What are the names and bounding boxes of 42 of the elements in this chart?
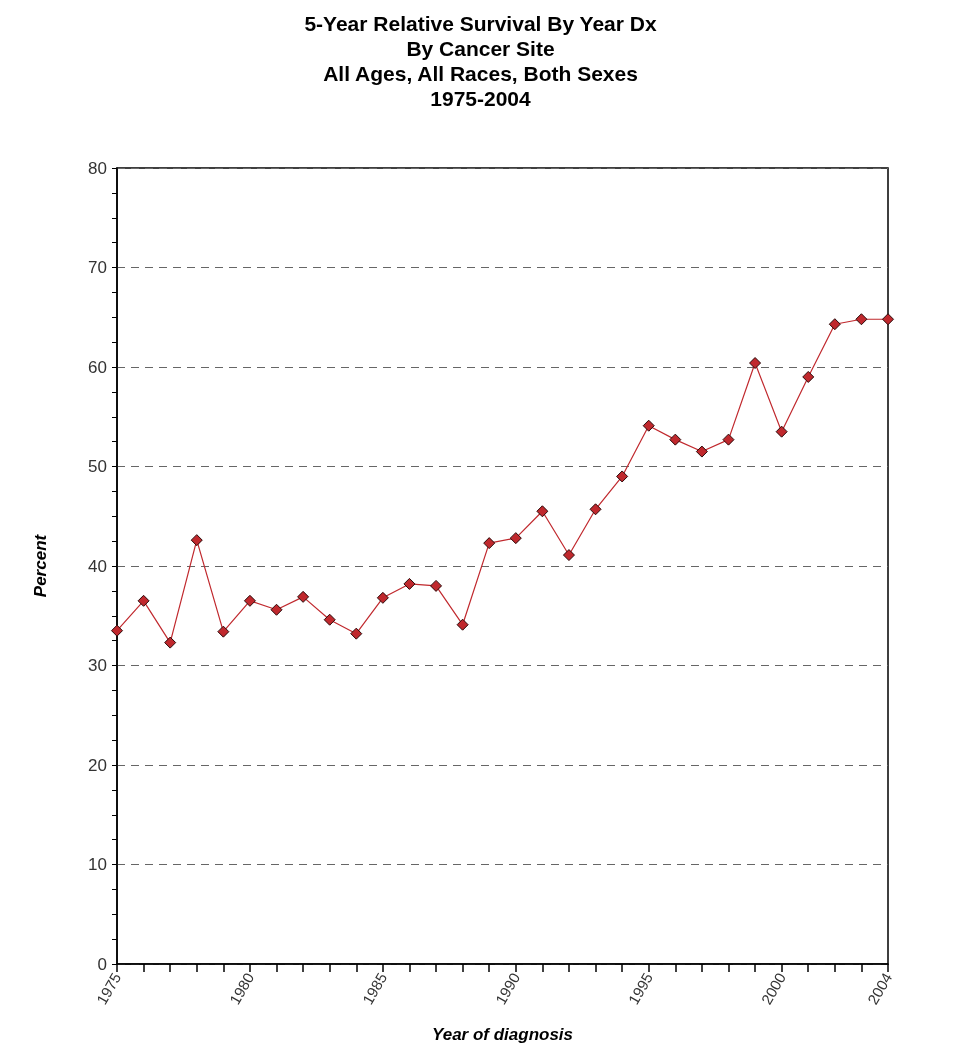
y-tick-label: 0 <box>97 954 107 974</box>
point <box>164 636 177 649</box>
point <box>536 505 549 518</box>
point <box>642 419 655 432</box>
point <box>323 613 336 626</box>
y-tick-label: 20 <box>88 755 107 775</box>
y-tick-label: 10 <box>88 855 107 874</box>
point <box>297 590 310 603</box>
point <box>828 318 841 331</box>
point <box>616 470 629 483</box>
point <box>695 445 708 458</box>
point <box>589 503 602 516</box>
point <box>270 603 283 616</box>
point <box>483 537 496 550</box>
point <box>190 534 203 547</box>
point <box>802 370 815 383</box>
chart-title: 5-Year Relative Survival By Year Dx By Cancer Site All Ages, All Races, Both Sexes 1975-2004 <box>304 12 657 110</box>
point <box>403 577 416 590</box>
point <box>882 313 894 326</box>
y-tick-label: 60 <box>88 357 107 377</box>
y-tick-label: 80 <box>88 158 107 178</box>
point <box>243 594 256 607</box>
point <box>217 625 230 638</box>
point <box>350 627 363 640</box>
point <box>137 594 150 607</box>
point <box>669 433 682 446</box>
point <box>775 425 788 438</box>
point <box>855 313 868 326</box>
point <box>562 549 575 562</box>
x-axis-title: Year of diagnosis <box>431 1025 574 1044</box>
point <box>722 433 735 446</box>
point <box>456 618 469 631</box>
point <box>111 624 123 637</box>
y-tick-label: 40 <box>88 556 107 576</box>
point <box>376 591 389 604</box>
y-tick-label: 50 <box>88 457 107 476</box>
point <box>509 532 522 545</box>
y-axis-title: Percent <box>31 533 50 598</box>
point <box>749 357 762 370</box>
y-tick-label: 70 <box>88 258 107 277</box>
y-tick-label: 30 <box>88 656 107 675</box>
point <box>430 579 443 592</box>
